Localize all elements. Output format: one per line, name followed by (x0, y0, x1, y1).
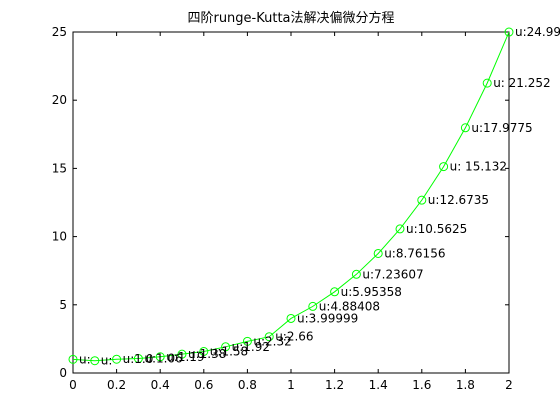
x-tick-label: 1 (287, 378, 295, 392)
data-label: u:24.999 (515, 25, 560, 39)
data-label: u: 15.132 (450, 160, 507, 174)
data-label: u:5.95358 (341, 285, 402, 299)
x-tick-label: 0.8 (238, 378, 257, 392)
y-tick-label: 15 (52, 161, 67, 175)
y-tick-label: 20 (52, 93, 67, 107)
y-tick-label: 0 (59, 366, 67, 380)
data-label: u:12.6735 (428, 193, 489, 207)
data-label: u: (101, 354, 113, 368)
x-tick-label: 1.8 (456, 378, 475, 392)
x-tick-label: 1.4 (369, 378, 388, 392)
data-label: u:3.99999 (297, 311, 358, 325)
y-tick-label: 25 (52, 25, 67, 39)
data-label: u:10.5625 (406, 222, 467, 236)
x-tick-label: 0.4 (151, 378, 170, 392)
data-label: u: (79, 352, 91, 366)
x-tick-label: 0.2 (107, 378, 126, 392)
y-tick-label: 10 (52, 230, 67, 244)
chart-title: 四阶runge-Kutta法解决偏微分方程 (187, 10, 394, 26)
x-tick-label: 2 (505, 378, 513, 392)
x-tick-label: 0 (69, 378, 77, 392)
y-tick-label: 5 (59, 298, 67, 312)
data-label: u:17.9775 (471, 121, 532, 135)
x-tick-label: 1.6 (412, 378, 431, 392)
x-tick-label: 1.2 (325, 378, 344, 392)
data-label: u:2.66 (275, 330, 313, 344)
data-label: u:8.76156 (384, 246, 445, 260)
data-label: u:7.23607 (362, 267, 423, 281)
data-label: u:4.88408 (319, 299, 380, 313)
x-tick-label: 0.6 (194, 378, 213, 392)
data-label: u: 21.252 (493, 76, 550, 90)
